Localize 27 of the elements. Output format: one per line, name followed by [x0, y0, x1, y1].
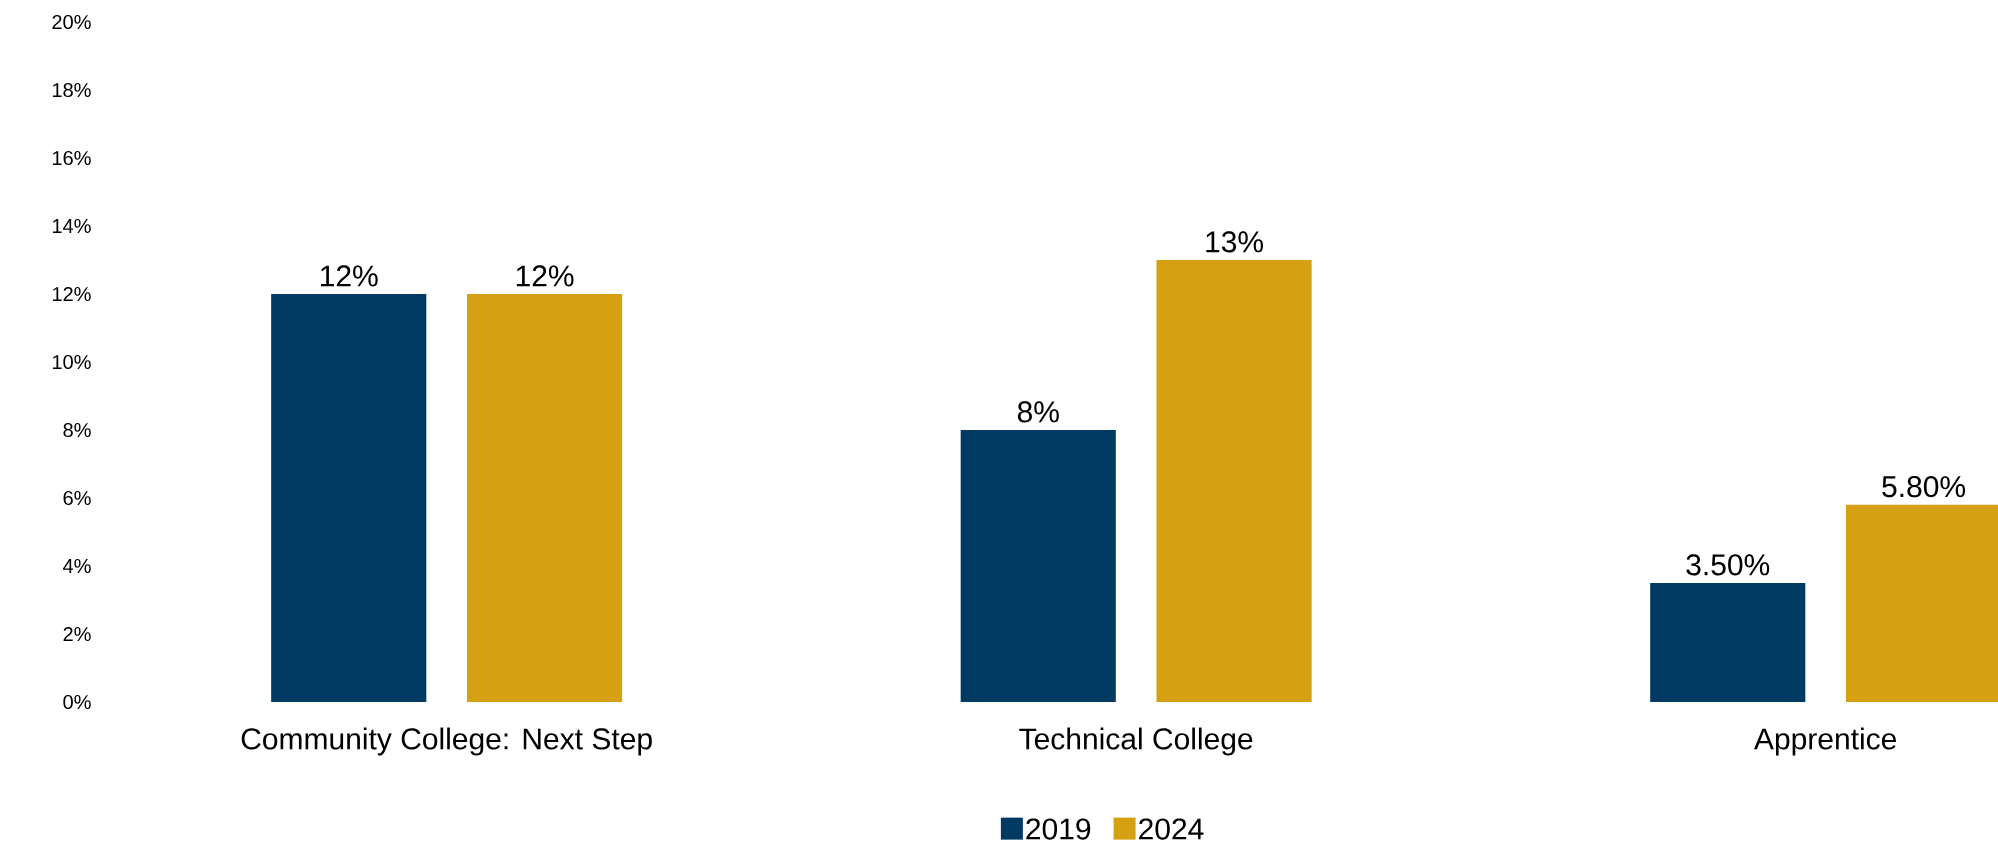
data-label: 8%	[1017, 401, 1059, 423]
bar	[1650, 583, 1806, 702]
bar	[466, 294, 623, 702]
y-tick-label: 10%	[52, 354, 91, 370]
x-tick-label: Community College: Next Step	[241, 727, 652, 756]
legend-label: 2019	[1026, 818, 1091, 840]
y-tick-label: 18%	[52, 82, 91, 98]
x-tick-label: Technical College	[1019, 727, 1253, 756]
y-tick-label: 14%	[52, 219, 91, 233]
y-tick-label: 12%	[52, 286, 91, 302]
y-tick-label: 2%	[63, 626, 91, 642]
bar	[271, 294, 427, 702]
data-label: 12%	[321, 265, 378, 287]
y-tick-label: 0%	[63, 694, 91, 710]
data-label: 3.50%	[1686, 554, 1770, 576]
y-tick-label: 16%	[52, 150, 91, 166]
y-tick-label: 6%	[63, 490, 91, 506]
y-tick-label: 20%	[52, 14, 91, 30]
y-tick-label: 4%	[63, 559, 91, 573]
legend-label: 2024	[1139, 818, 1204, 840]
x-tick-label: Apprentice	[1754, 727, 1897, 756]
data-label: 5.80%	[1882, 476, 1966, 498]
data-label: 12%	[516, 265, 574, 287]
data-label: 13%	[1206, 231, 1264, 253]
bar	[1156, 260, 1312, 702]
bar	[960, 430, 1116, 702]
y-tick-label: 8%	[63, 422, 91, 438]
